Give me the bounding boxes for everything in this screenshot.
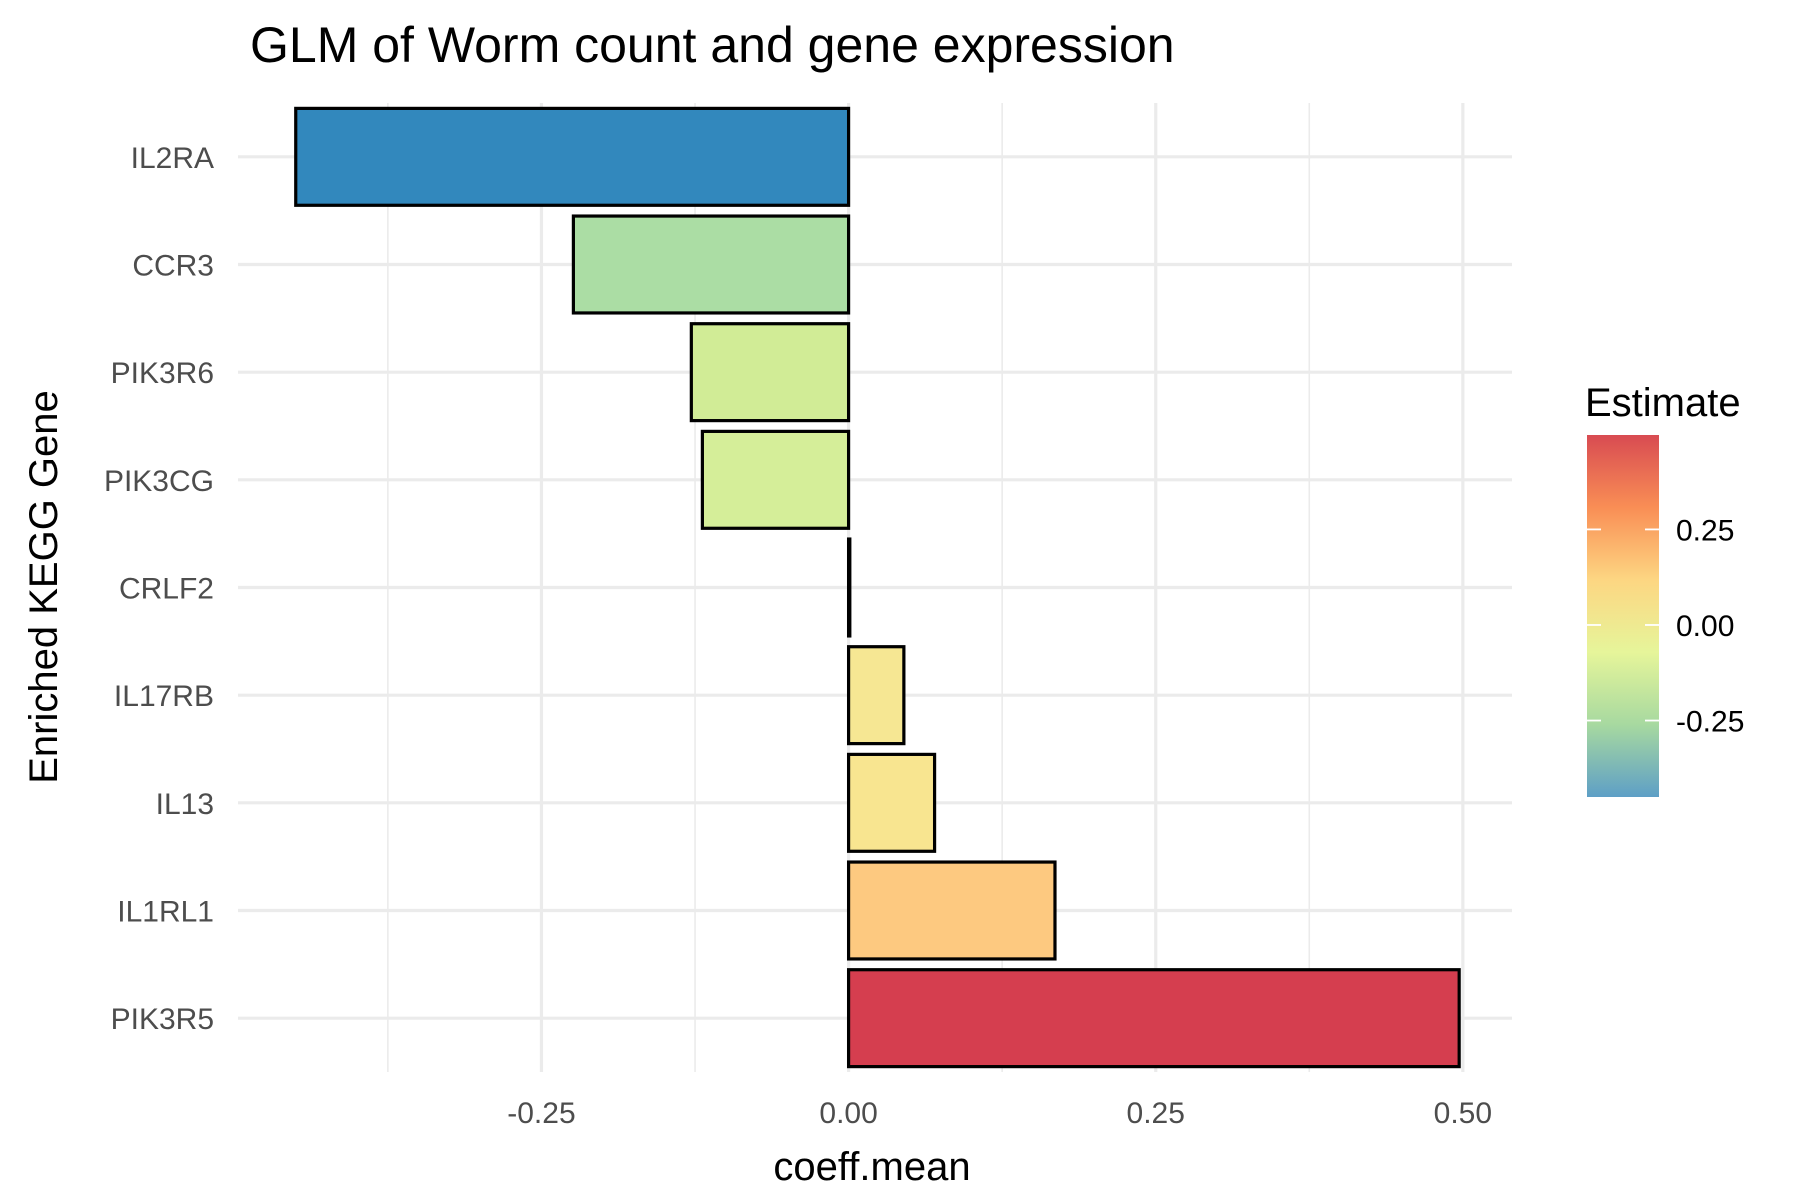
y-axis: IL2RA CCR3 PIK3R6 PIK3CG CRLF2 IL17RB IL13 IL1R… <box>104 142 214 1036</box>
bar-il2ra <box>294 106 851 207</box>
y-tick-label-crlf2: CRLF2 <box>119 573 214 606</box>
y-tick-label-pik3r6: PIK3R6 <box>111 357 214 390</box>
bar-il13 <box>846 752 937 853</box>
bar-il17rb <box>846 645 906 746</box>
legend-colorbar <box>1587 435 1659 797</box>
bar-il1rl1 <box>846 860 1057 961</box>
legend-ticks: 0.25 0.00 -0.25 <box>1587 514 1744 739</box>
bar-pik3r5 <box>846 968 1461 1069</box>
legend-label-1: 0.00 <box>1676 610 1734 643</box>
y-tick-label-il2ra: IL2RA <box>131 142 214 175</box>
y-tick-label-il13: IL13 <box>156 788 214 821</box>
x-axis: -0.25 0.00 0.25 0.50 <box>507 1097 1492 1130</box>
legend-label-0: 0.25 <box>1676 514 1734 547</box>
y-tick-label-ccr3: CCR3 <box>132 250 214 283</box>
y-tick-label-il1rl1: IL1RL1 <box>117 896 214 929</box>
x-tick-label-1: 0.00 <box>819 1097 877 1130</box>
bar-crlf2 <box>846 537 852 638</box>
y-tick-label-il17rb: IL17RB <box>114 680 214 713</box>
bars <box>294 106 1461 1069</box>
x-tick-label-0: -0.25 <box>507 1097 575 1130</box>
bar-pik3r6 <box>689 322 851 423</box>
x-tick-label-2: 0.25 <box>1127 1097 1185 1130</box>
legend: Estimate 0.25 0.00 -0.25 <box>1585 381 1744 797</box>
bar-pik3cg <box>700 429 851 530</box>
x-axis-title: coeff.mean <box>773 1145 970 1189</box>
legend-title: Estimate <box>1585 381 1741 425</box>
chart-title: GLM of Worm count and gene expression <box>250 17 1175 73</box>
y-tick-label-pik3cg: PIK3CG <box>104 465 214 498</box>
bar-ccr3 <box>571 214 851 315</box>
y-axis-title: Enriched KEGG Gene <box>22 390 66 784</box>
y-tick-label-pik3r5: PIK3R5 <box>111 1003 214 1036</box>
legend-label-2: -0.25 <box>1676 706 1744 739</box>
x-tick-label-3: 0.50 <box>1434 1097 1492 1130</box>
